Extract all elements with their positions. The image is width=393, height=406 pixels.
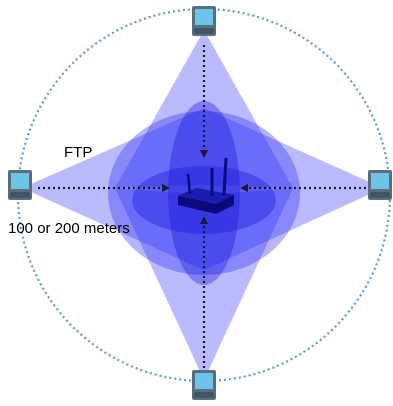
coverage-lobe-right (204, 108, 383, 270)
laptop-icon (8, 170, 32, 200)
coverage-lobe-top (115, 30, 293, 188)
protocol-label: FTP (64, 144, 92, 161)
laptop-icon (368, 170, 392, 200)
coverage-lobe-bottom (115, 188, 293, 380)
range-label: 100 or 200 meters (8, 220, 130, 237)
laptop-icon (192, 6, 216, 36)
wireless-router-icon (178, 157, 234, 214)
laptop-icon (192, 370, 216, 400)
